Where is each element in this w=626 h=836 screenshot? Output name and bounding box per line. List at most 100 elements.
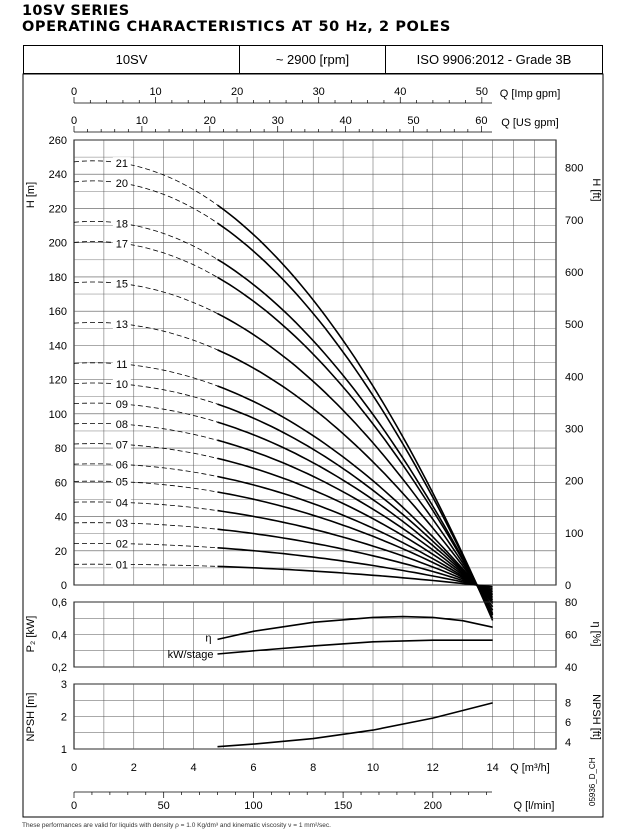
head-curve-dashed <box>73 501 218 511</box>
head-curve-dashed <box>73 382 218 405</box>
imp-gpm-tick-label: 0 <box>71 86 77 98</box>
head-curve <box>217 276 494 614</box>
head-tick-label: 220 <box>49 203 67 215</box>
head-curve <box>217 491 493 595</box>
head-curve-dashed <box>73 281 218 314</box>
head-tick-label: 20 <box>55 546 67 558</box>
npsh-curve <box>217 702 493 748</box>
stage-label-bg <box>112 317 131 329</box>
head-curve-dashed <box>73 322 218 351</box>
stage-label: 17 <box>116 238 128 250</box>
eta-tick-label: 80 <box>565 597 577 609</box>
stage-label: 10 <box>116 379 128 391</box>
head-tick-label: 260 <box>49 135 67 147</box>
lmin-axis-label: Q [l/min] <box>514 800 555 812</box>
npsh-axis-label: NPSH [m] <box>25 693 37 742</box>
head-curve <box>217 258 494 616</box>
q-tick-label: 4 <box>191 762 197 774</box>
head-ft-tick-label: 200 <box>565 476 583 488</box>
lmin-tick-label: 50 <box>158 800 170 812</box>
head-curve <box>217 565 493 588</box>
q-tick-label: 10 <box>367 762 379 774</box>
head-curve <box>217 222 494 620</box>
stage-label-bg <box>112 458 131 470</box>
head-curve-dashed <box>73 522 218 530</box>
efficiency-label: η <box>205 632 211 644</box>
head-ft-tick-label: 500 <box>565 319 583 331</box>
head-ft-tick-label: 600 <box>565 267 583 279</box>
stage-label: 02 <box>116 539 128 551</box>
stage-label-bg <box>112 418 131 430</box>
npsh-ft-tick-label: 4 <box>565 737 571 749</box>
stage-label: 21 <box>116 158 128 170</box>
head-curve <box>217 403 494 603</box>
npsh-tick-label: 1 <box>61 744 67 756</box>
stage-label: 07 <box>116 439 128 451</box>
stage-label: 11 <box>116 359 127 371</box>
stage-label-bg <box>112 217 131 229</box>
head-tick-label: 160 <box>49 306 67 318</box>
footnote: These performances are valid for liquids… <box>22 822 331 829</box>
model-cell: 10SV <box>24 46 240 73</box>
head-axis-label: H [m] <box>25 182 37 208</box>
stage-label-bg <box>112 157 131 169</box>
head-curve <box>217 312 494 611</box>
head-curve <box>217 457 494 598</box>
q-tick-label: 14 <box>486 762 498 774</box>
head-curve <box>217 528 493 591</box>
npsh-ft-tick-label: 8 <box>565 697 571 709</box>
chart-frame <box>22 73 604 818</box>
head-tick-label: 40 <box>55 512 67 524</box>
head-curve-dashed <box>73 402 218 423</box>
head-curve-dashed <box>73 362 218 387</box>
head-curve <box>217 385 494 605</box>
stage-label: 15 <box>116 279 128 291</box>
power-axis-label: P₂ [kW] <box>25 616 37 653</box>
imp-gpm-tick-label: 30 <box>313 86 325 98</box>
q-axis-label: Q [m³/h] <box>510 762 550 774</box>
npsh-ft-axis-label: NPSH [ft] <box>590 694 602 740</box>
head-tick-label: 100 <box>49 409 67 421</box>
head-ft-tick-label: 800 <box>565 163 583 175</box>
head-ft-tick-label: 300 <box>565 423 583 435</box>
us-gpm-tick-label: 0 <box>71 115 77 127</box>
head-curve <box>217 509 493 593</box>
drawing-code: 05936_D_CH <box>588 757 597 806</box>
stage-label: 05 <box>116 477 128 489</box>
stage-label: 08 <box>116 419 128 431</box>
stage-label-bg <box>112 558 131 570</box>
imp-gpm-tick-label: 50 <box>476 86 488 98</box>
head-curve-dashed <box>73 422 218 441</box>
chart-title: OPERATING CHARACTERISTICS AT 50 Hz, 2 PO… <box>22 19 451 35</box>
stage-label-bg <box>112 177 131 189</box>
head-ft-tick-label: 0 <box>565 580 571 592</box>
npsh-ft-tick-label: 6 <box>565 717 571 729</box>
stage-label: 13 <box>116 319 128 331</box>
stage-label-bg <box>112 237 131 249</box>
speed-cell: ~ 2900 [rpm] <box>240 46 386 73</box>
stage-label: 06 <box>116 460 128 472</box>
imp-gpm-tick-label: 40 <box>394 86 406 98</box>
head-tick-label: 140 <box>49 340 67 352</box>
lmin-tick-label: 200 <box>424 800 442 812</box>
us-gpm-axis-label: Q [US gpm] <box>501 117 558 129</box>
head-curve <box>217 421 494 601</box>
head-curve <box>217 439 494 600</box>
head-curve-dashed <box>73 241 218 278</box>
imp-gpm-tick-label: 20 <box>231 86 243 98</box>
lmin-tick-label: 0 <box>71 800 77 812</box>
stage-label-bg <box>112 378 131 390</box>
stage-label: 18 <box>116 218 128 230</box>
stage-label-bg <box>112 475 131 487</box>
us-gpm-tick-label: 50 <box>407 115 419 127</box>
stage-label-bg <box>112 357 131 369</box>
us-gpm-tick-label: 60 <box>475 115 487 127</box>
head-ft-axis-label: H [ft] <box>590 178 602 201</box>
head-curve-dashed <box>74 563 218 567</box>
stage-label-bg <box>112 517 131 529</box>
q-tick-label: 0 <box>71 762 77 774</box>
npsh-tick-label: 3 <box>61 679 67 691</box>
head-tick-label: 240 <box>49 169 67 181</box>
imp-gpm-tick-label: 10 <box>149 86 161 98</box>
